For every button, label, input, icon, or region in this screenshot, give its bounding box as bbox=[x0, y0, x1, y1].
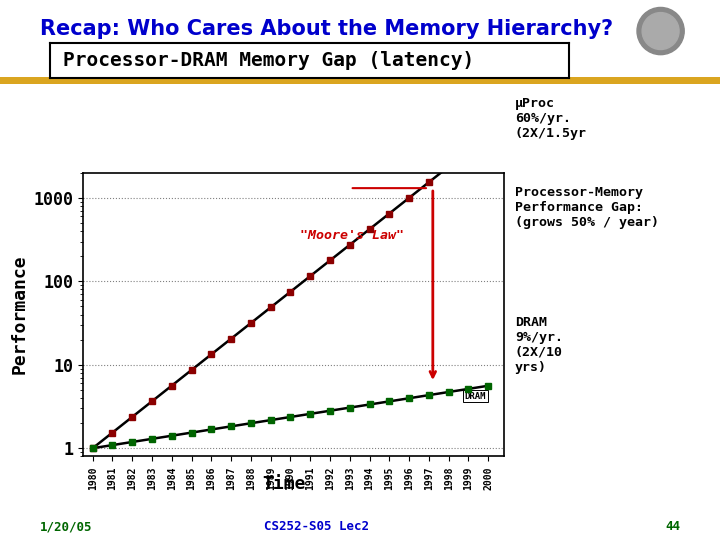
Text: Processor-Memory
Performance Gap:
(grows 50% / year): Processor-Memory Performance Gap: (grows… bbox=[515, 186, 659, 230]
Text: μProc
60%/yr.
(2X/1.5yr: μProc 60%/yr. (2X/1.5yr bbox=[515, 97, 587, 140]
Text: Processor-DRAM Memory Gap (latency): Processor-DRAM Memory Gap (latency) bbox=[63, 51, 474, 70]
Text: DRAM: DRAM bbox=[464, 392, 486, 401]
Text: CS252-S05 Lec2: CS252-S05 Lec2 bbox=[264, 520, 369, 534]
Text: DRAM
9%/yr.
(2X/10
yrs): DRAM 9%/yr. (2X/10 yrs) bbox=[515, 316, 563, 374]
Circle shape bbox=[642, 12, 679, 50]
Text: Time: Time bbox=[263, 475, 306, 492]
Text: Recap: Who Cares About the Memory Hierarchy?: Recap: Who Cares About the Memory Hierar… bbox=[40, 19, 613, 39]
Text: 1/20/05: 1/20/05 bbox=[40, 520, 92, 534]
Circle shape bbox=[637, 8, 684, 55]
Y-axis label: Performance: Performance bbox=[11, 255, 29, 374]
Text: CPU: CPU bbox=[0, 539, 1, 540]
Text: "Moore's Law": "Moore's Law" bbox=[300, 229, 405, 242]
Text: 44: 44 bbox=[665, 520, 680, 534]
